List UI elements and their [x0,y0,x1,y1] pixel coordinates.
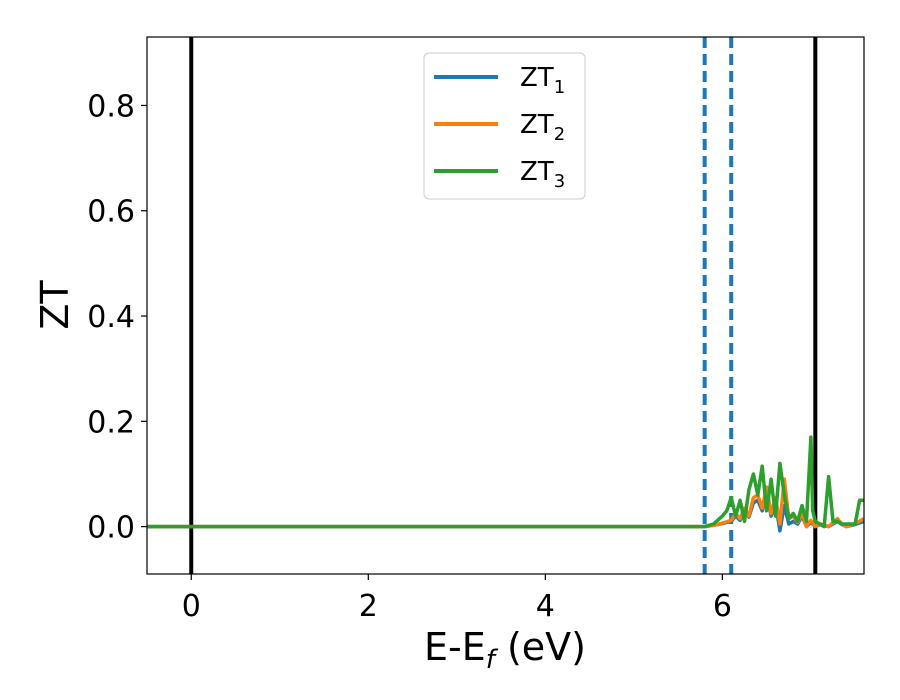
y-axis: 0.0 0.2 0.4 0.6 0.8 [87,89,147,546]
y-tick-label: 0.0 [87,511,135,546]
legend-box [423,52,586,200]
y-tick-label: 0.6 [87,195,135,230]
x-axis-title-main: E-E [424,625,486,669]
y-tick-label: 0.8 [87,89,135,124]
x-tick-label: 4 [536,589,555,624]
series-line-zt2 [147,477,864,529]
legend-label-zt2: ZT2 [520,110,565,145]
x-tick-label: 2 [359,589,378,624]
legend: ZT1 ZT2 ZT3 [423,52,586,200]
legend-label-zt1: ZT1 [520,63,565,98]
x-tick-label: 6 [713,589,732,624]
y-tick-label: 0.4 [87,300,135,335]
legend-label-zt3: ZT3 [520,157,565,192]
series-line-zt3 [147,435,864,529]
y-axis-title: ZT [33,280,77,330]
x-axis-title-unit: (eV) [495,625,586,669]
x-axis-title: E-Ef (eV) [424,625,586,675]
plot-frame [146,36,865,575]
x-axis: 0 2 4 6 [182,574,732,624]
series-layer [147,435,864,533]
y-tick-label: 0.2 [87,405,135,440]
x-tick-label: 0 [182,589,201,624]
reference-lines [189,37,818,574]
